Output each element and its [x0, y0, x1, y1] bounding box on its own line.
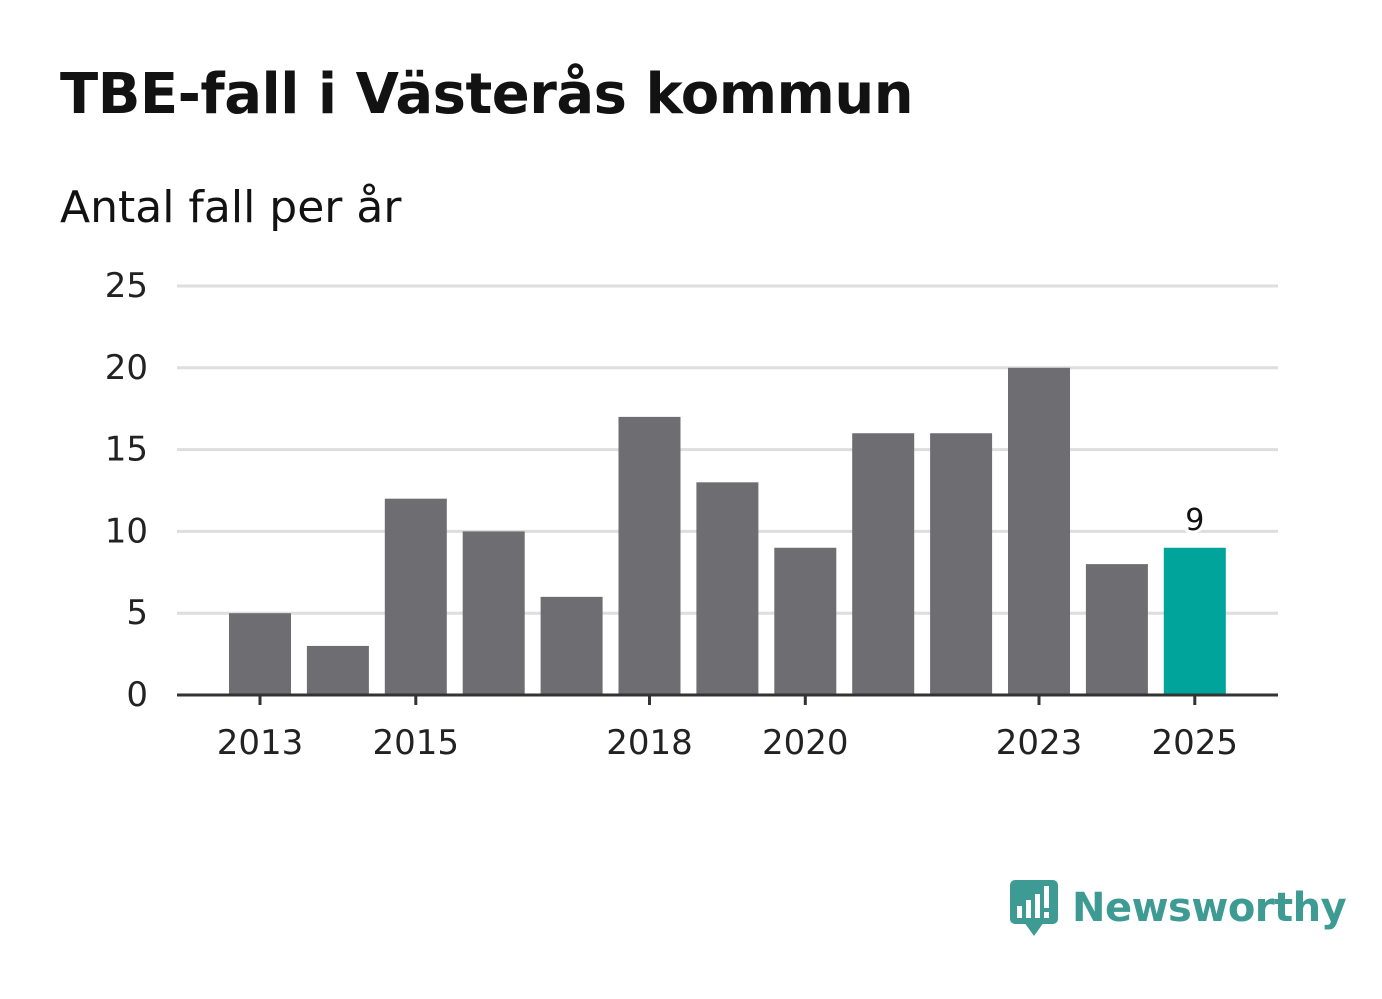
- x-tick-label: 2023: [996, 723, 1083, 763]
- x-tick-label: 2015: [373, 723, 460, 763]
- x-tick-label: 2020: [762, 723, 849, 763]
- x-tick-label: 2018: [606, 723, 693, 763]
- data-label: 9: [1185, 503, 1204, 538]
- chart-subtitle: Antal fall per år: [60, 182, 402, 233]
- bar: [1085, 564, 1148, 695]
- x-tick-label: 2025: [1152, 723, 1239, 763]
- bar: [540, 596, 603, 695]
- bar: [852, 433, 915, 695]
- x-tick-label: 2013: [217, 723, 304, 763]
- bar: [1008, 367, 1070, 695]
- y-tick-label: 15: [105, 430, 148, 470]
- bar: [774, 547, 837, 695]
- newsworthy-logo-icon: [1010, 880, 1058, 936]
- y-tick-label: 25: [105, 266, 148, 306]
- bar: [696, 482, 759, 695]
- y-tick-label: 10: [105, 511, 148, 551]
- y-tick-label: 0: [126, 675, 148, 715]
- bar: [930, 433, 993, 695]
- bar: [618, 416, 681, 695]
- brand-name: Newsworthy: [1072, 885, 1347, 931]
- bar: [462, 531, 525, 695]
- brand-logo: Newsworthy: [1008, 876, 1347, 940]
- bar: [384, 498, 447, 695]
- y-tick-label: 5: [126, 593, 148, 633]
- bar: [229, 613, 291, 695]
- chart-title: TBE-fall i Västerås kommun: [60, 62, 914, 127]
- bar: [306, 645, 369, 695]
- bar: [1163, 547, 1226, 695]
- y-tick-label: 20: [105, 348, 148, 388]
